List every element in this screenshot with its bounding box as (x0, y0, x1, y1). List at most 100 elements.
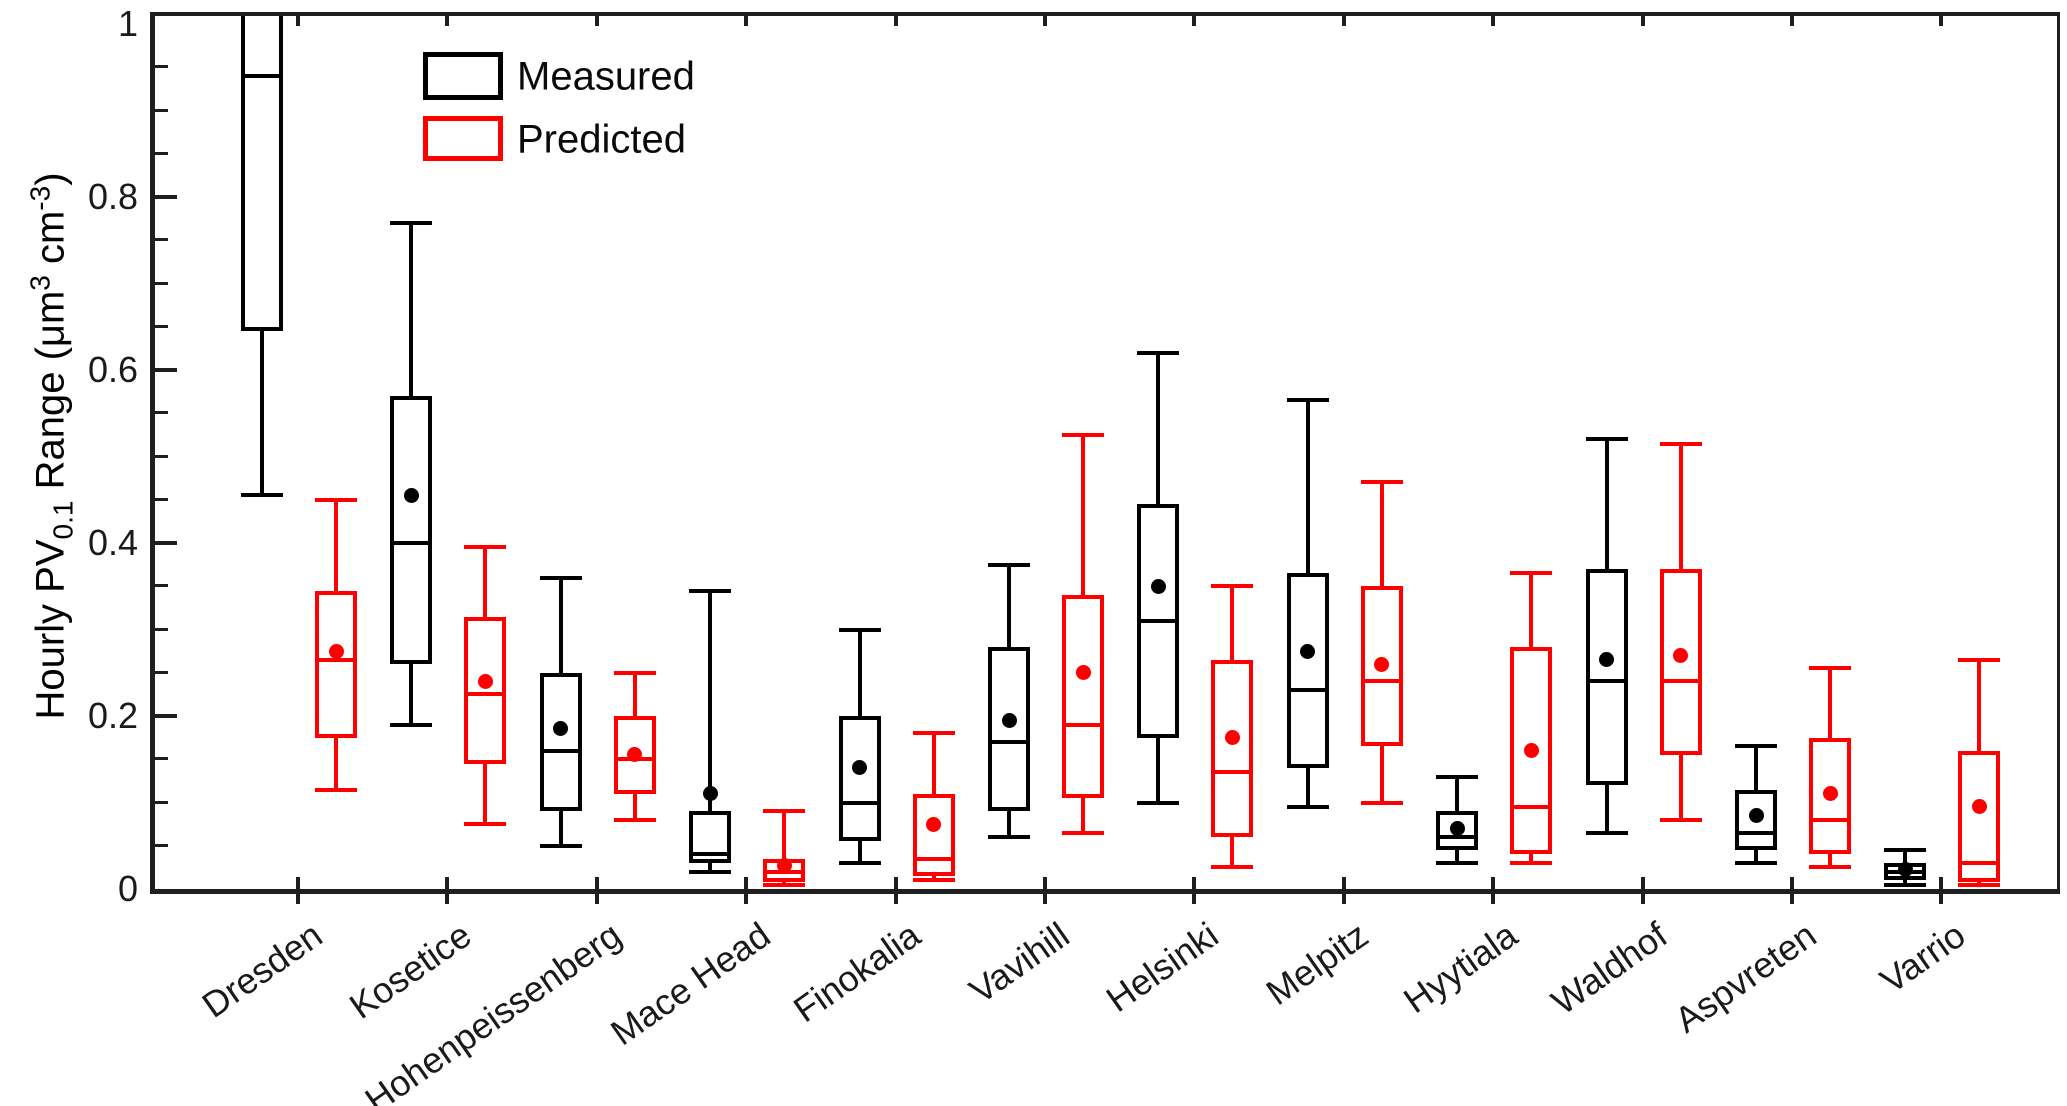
whisker-cap-upper-hohenpeissenberg-predicted (613, 670, 656, 675)
whisker-lower-waldhof-measured (1604, 785, 1609, 833)
box-finokalia-predicted (912, 793, 955, 877)
mean-dot-finokalia-measured (852, 760, 868, 776)
whisker-upper-aspvreten-predicted (1828, 668, 1832, 738)
whisker-cap-lower-finokalia-predicted (912, 878, 955, 883)
mean-dot-melpitz-measured (1300, 643, 1316, 659)
whisker-lower-kosetice-measured (409, 664, 414, 725)
whisker-cap-upper-varrio-predicted (1958, 657, 2001, 662)
y-major-tick-0.2 (155, 714, 177, 718)
x-tick-outer-Mace Head (744, 894, 749, 904)
mean-dot-vavihill-predicted (1075, 665, 1091, 681)
x-tick-outer-Dresden (296, 894, 300, 904)
median-varrio-predicted (1958, 861, 2001, 866)
box-helsinki-predicted (1211, 659, 1254, 838)
box-waldhof-measured (1585, 568, 1628, 786)
plot-border-top (150, 12, 2060, 16)
x-tick-outer-Kosetice (445, 894, 450, 904)
mean-dot-aspvreten-predicted (1822, 786, 1838, 802)
y-axis-title-text: Hourly PV (28, 539, 73, 720)
whisker-cap-upper-helsinki-measured (1137, 350, 1180, 355)
mean-dot-hyytiala-measured (1449, 820, 1465, 836)
box-melpitz-predicted (1360, 586, 1403, 747)
y-minor-tick-0.3 (155, 627, 168, 631)
whisker-cap-lower-aspvreten-predicted (1809, 865, 1851, 870)
box-hyytiala-predicted (1510, 646, 1553, 855)
y-minor-tick-0.55 (155, 411, 168, 415)
x-tick-top-Helsinki (1192, 16, 1197, 26)
x-tick-outer-Varrio (1939, 894, 1944, 904)
median-hyytiala-measured (1436, 835, 1479, 840)
x-tick-top-Melpitz (1341, 16, 1346, 26)
mean-dot-vavihill-measured (1001, 712, 1017, 728)
mean-dot-varrio-measured (1897, 862, 1913, 878)
box-mace-head-measured (689, 811, 732, 864)
whisker-cap-lower-hyytiala-measured (1436, 861, 1479, 866)
whisker-lower-aspvreten-measured (1754, 850, 1758, 864)
x-tick-outer-Finokalia (893, 894, 898, 904)
x-tick-top-Hohenpeissenberg (594, 16, 599, 26)
median-kosetice-measured (390, 541, 433, 545)
whisker-lower-vavihill-predicted (1081, 798, 1085, 833)
y-minor-tick-0.85 (155, 151, 168, 155)
box-vavihill-measured (988, 646, 1030, 812)
mean-dot-mace-head-measured (702, 786, 718, 802)
x-tick-bottom-Melpitz (1341, 877, 1346, 889)
mean-dot-waldhof-measured (1599, 652, 1615, 668)
mean-dot-finokalia-predicted (926, 816, 942, 832)
box-hohenpeissenberg-measured (539, 672, 582, 812)
median-aspvreten-measured (1735, 830, 1777, 835)
whisker-lower-aspvreten-predicted (1828, 854, 1832, 868)
whisker-cap-upper-helsinki-predicted (1211, 584, 1254, 589)
mean-dot-aspvreten-measured (1748, 807, 1764, 823)
x-tick-top-Dresden (296, 16, 300, 26)
whisker-upper-melpitz-predicted (1379, 482, 1384, 587)
whisker-upper-dresden-predicted (334, 499, 338, 591)
whisker-upper-finokalia-measured (857, 629, 862, 716)
y-tick-label-0.6: 0.6 (87, 349, 138, 390)
x-tick-bottom-Kosetice (445, 877, 450, 889)
x-tick-bottom-Hohenpeissenberg (594, 877, 599, 889)
legend-measured-swatch (423, 52, 503, 100)
whisker-upper-melpitz-measured (1305, 400, 1310, 574)
x-tick-outer-Waldhof (1640, 894, 1645, 904)
whisker-cap-upper-kosetice-measured (390, 220, 433, 225)
median-hohenpeissenberg-measured (539, 748, 582, 753)
x-tick-bottom-Helsinki (1192, 877, 1197, 889)
box-aspvreten-measured (1735, 789, 1777, 851)
whisker-upper-kosetice-predicted (483, 547, 488, 617)
box-kosetice-predicted (464, 616, 507, 764)
median-waldhof-measured (1585, 679, 1628, 684)
whisker-upper-hyytiala-predicted (1529, 573, 1534, 647)
whisker-cap-lower-melpitz-measured (1286, 804, 1329, 809)
median-finokalia-measured (838, 800, 881, 805)
whisker-lower-finokalia-predicted (931, 876, 936, 881)
median-mace-head-measured (689, 852, 732, 857)
x-tick-bottom-Dresden (296, 877, 300, 889)
whisker-cap-lower-kosetice-measured (390, 722, 433, 727)
mean-dot-hohenpeissenberg-predicted (627, 747, 643, 763)
whisker-cap-upper-hyytiala-predicted (1510, 571, 1553, 576)
y-axis-title-superscript: 3 (24, 275, 56, 291)
x-tick-top-Hyytiala (1491, 16, 1496, 26)
whisker-lower-dresden-measured (260, 331, 264, 496)
whisker-upper-vavihill-predicted (1081, 434, 1085, 595)
whisker-upper-aspvreten-measured (1754, 746, 1758, 790)
median-dresden-predicted (315, 657, 357, 662)
plot-border-bottom (150, 889, 2060, 894)
mean-dot-helsinki-measured (1150, 578, 1166, 594)
box-waldhof-predicted (1659, 568, 1702, 755)
whisker-lower-hohenpeissenberg-predicted (632, 793, 637, 820)
x-tick-outer-Melpitz (1341, 894, 1346, 904)
whisker-cap-upper-melpitz-predicted (1360, 480, 1403, 485)
x-tick-outer-Hyytiala (1491, 894, 1496, 904)
whisker-cap-lower-vavihill-predicted (1062, 830, 1104, 835)
median-waldhof-predicted (1659, 679, 1702, 684)
mean-dot-kosetice-measured (403, 487, 419, 503)
x-tick-outer-Aspvreten (1790, 894, 1794, 904)
x-tick-bottom-Hyytiala (1491, 877, 1496, 889)
plot-border-right (2057, 12, 2060, 894)
y-minor-tick-0.7 (155, 281, 168, 285)
whisker-cap-lower-hohenpeissenberg-measured (539, 843, 582, 848)
y-minor-tick-0.05 (155, 843, 168, 847)
